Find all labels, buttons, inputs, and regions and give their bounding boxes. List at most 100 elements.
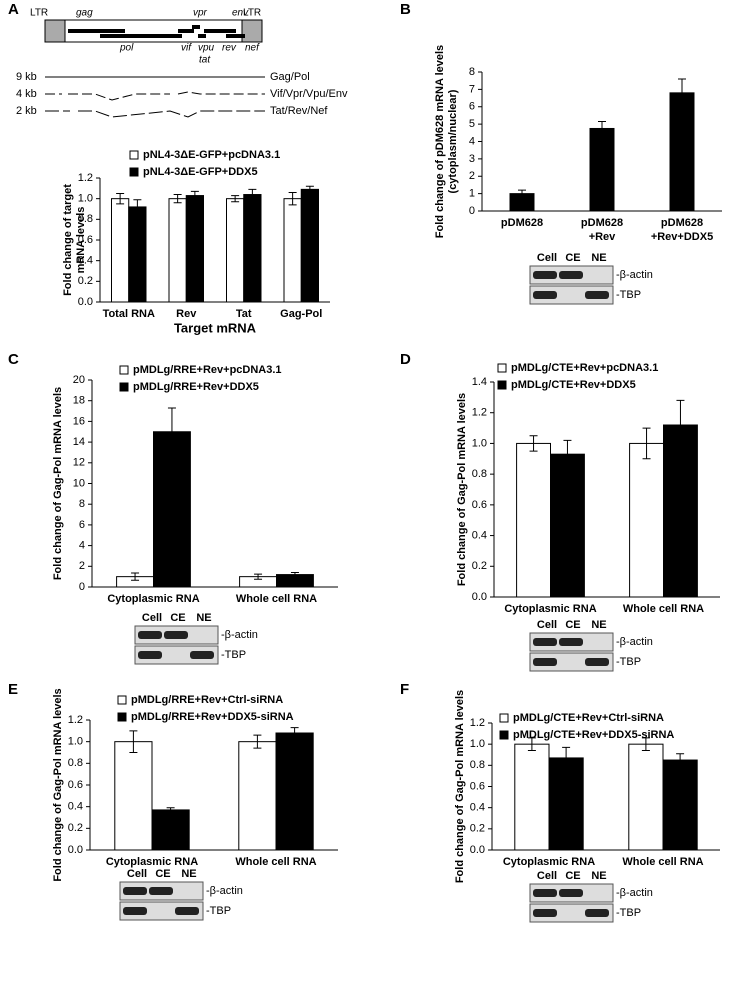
- ltr-label: LTR: [30, 8, 48, 19]
- error-bar: [527, 737, 536, 752]
- blot-band: [123, 907, 147, 915]
- blot-band-label: -β-actin: [616, 269, 653, 281]
- y-tick-label: 1.0: [78, 193, 93, 205]
- error-bar: [598, 121, 606, 136]
- gene-label: pol: [119, 43, 134, 54]
- legend-swatch: [117, 695, 127, 705]
- blot-band-label: -TBP: [221, 649, 246, 661]
- ltr-label: LTR: [243, 8, 261, 19]
- transcript-line: [45, 110, 265, 118]
- x-tick-label: pDM628: [501, 217, 543, 229]
- y-tick-label: 7: [469, 83, 475, 95]
- blot-strip: [119, 901, 204, 921]
- ltr-box: [44, 19, 66, 43]
- error-bar: [190, 190, 199, 201]
- bar: [589, 127, 615, 212]
- blot-band: [164, 631, 188, 639]
- blot-band-label: -β-actin: [221, 629, 258, 641]
- transcript-label: Tat/Rev/Nef: [270, 105, 328, 117]
- y-tick-label: 18: [73, 395, 85, 407]
- bar: [238, 741, 277, 851]
- error-bar: [529, 435, 538, 452]
- y-tick-label: 0.4: [68, 801, 83, 813]
- blot-band: [533, 889, 557, 897]
- y-tick-label: 0.2: [472, 560, 487, 572]
- bar: [128, 206, 147, 303]
- x-tick-label: Whole cell RNA: [235, 856, 316, 868]
- y-tick-label: 1: [469, 188, 475, 200]
- blot-band-label: -TBP: [616, 656, 641, 668]
- legend-swatch: [497, 380, 507, 390]
- transcript-size: 4 kb: [16, 88, 37, 100]
- y-tick-label: 0: [469, 205, 475, 217]
- y-tick-label: 1.2: [68, 714, 83, 726]
- blot-band: [533, 658, 557, 666]
- x-tick-label: Tat: [236, 308, 252, 320]
- y-tick-label: 0.0: [78, 296, 93, 308]
- bar: [151, 809, 190, 851]
- blot-band-label: -TBP: [206, 905, 231, 917]
- panel-label: A: [8, 1, 19, 18]
- legend-label: pNL4-3ΔE-GFP+pcDNA3.1: [143, 149, 280, 161]
- y-tick-label: 0.8: [68, 757, 83, 769]
- blot-lane-label: Cell: [537, 252, 557, 264]
- x-tick-label: Whole cell RNA: [623, 603, 704, 615]
- error-bar: [518, 189, 526, 198]
- blot-band-label: -β-actin: [206, 885, 243, 897]
- bar: [516, 442, 551, 598]
- y-axis-label: Fold change of target: [62, 184, 74, 296]
- legend-label: pMDLg/CTE+Rev+DDX5: [511, 379, 636, 391]
- y-tick-label: 1.2: [470, 717, 485, 729]
- y-tick-label: 1.2: [78, 172, 93, 184]
- y-tick-label: 6: [469, 101, 475, 113]
- y-tick-label: 0.0: [470, 844, 485, 856]
- error-bar: [290, 727, 299, 739]
- y-tick-label: 2: [469, 170, 475, 182]
- bar: [514, 743, 550, 851]
- x-tick-label: Whole cell RNA: [236, 593, 317, 605]
- gene-label: tat: [199, 55, 211, 66]
- y-tick-label: 1.0: [68, 736, 83, 748]
- legend-label: pMDLg/RRE+Rev+DDX5-siRNA: [131, 711, 294, 723]
- x-tick-label: Total RNA: [103, 308, 155, 320]
- legend-swatch: [119, 365, 129, 375]
- error-bar: [290, 572, 299, 578]
- y-tick-label: 14: [73, 436, 85, 448]
- x-tick-label: Cytoplasmic RNA: [504, 603, 596, 615]
- blot-band: [533, 271, 557, 279]
- legend-swatch: [129, 167, 139, 177]
- legend-swatch: [499, 730, 509, 740]
- error-bar: [641, 737, 650, 752]
- blot-lane-label: CE: [155, 868, 170, 880]
- blot-band: [138, 651, 162, 659]
- y-axis-label: mRNA levels: [75, 207, 87, 274]
- error-bar: [166, 807, 175, 813]
- y-axis-label: Fold change of Gag-Pol mRNA levels: [52, 688, 64, 881]
- gene-label: vif: [181, 43, 192, 54]
- blot-strip: [529, 903, 614, 923]
- x-tick-label: +Rev: [589, 231, 616, 243]
- error-bar: [167, 407, 176, 457]
- y-tick-label: 4: [79, 540, 85, 552]
- legend-label: pMDLg/CTE+Rev+Ctrl-siRNA: [513, 712, 664, 724]
- error-bar: [231, 195, 240, 203]
- legend-label: pMDLg/CTE+Rev+DDX5-siRNA: [513, 729, 674, 741]
- y-tick-label: 0.2: [78, 275, 93, 287]
- panel-label: D: [400, 351, 411, 368]
- y-tick-label: 0.8: [78, 213, 93, 225]
- legend-swatch: [129, 150, 139, 160]
- blot-band: [190, 651, 214, 659]
- x-tick-label: Gag-Pol: [280, 308, 322, 320]
- y-axis-label: Fold change of pDM628 mRNA levels: [434, 45, 446, 238]
- genome-map: [44, 19, 265, 118]
- error-bar: [676, 399, 685, 451]
- bar: [300, 188, 319, 303]
- x-tick-label: +Rev+DDX5: [651, 231, 713, 243]
- error-bar: [254, 573, 263, 580]
- blot-lane-label: Cell: [142, 612, 162, 624]
- panel-label: E: [8, 681, 18, 698]
- error-bar: [563, 439, 572, 469]
- bar: [275, 732, 314, 851]
- error-bar: [116, 193, 125, 205]
- gene-label: rev: [222, 43, 237, 54]
